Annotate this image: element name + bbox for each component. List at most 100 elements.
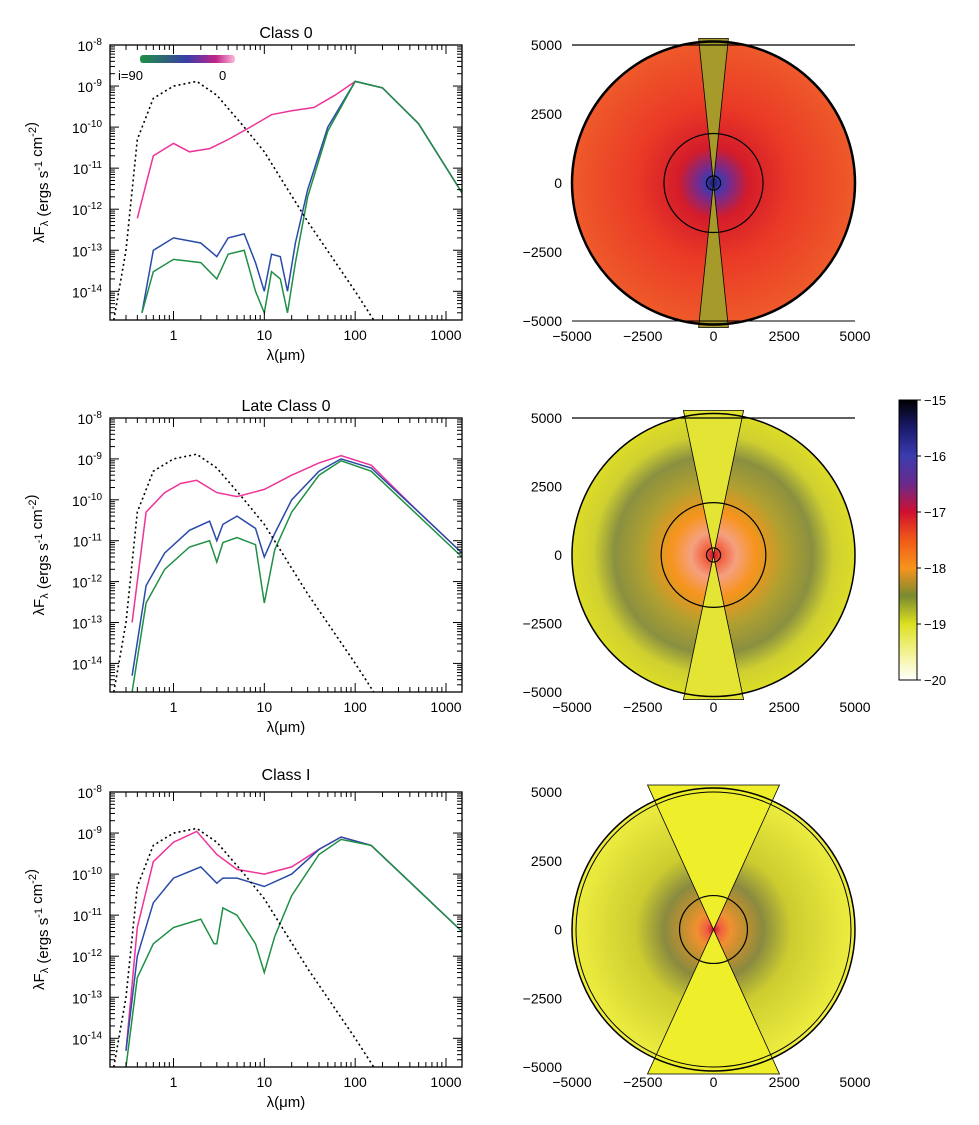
- plot-frame: [109, 44, 463, 321]
- plot-frame: [109, 417, 463, 693]
- x-tick-label: 5000: [839, 328, 870, 344]
- y-tick-label: 10-12: [72, 201, 102, 218]
- x-axis-label: λ(μm): [267, 1094, 306, 1111]
- density-contour: [660, 502, 767, 608]
- sed-panel-late-class-0: 1 10 100 1000 10-8 10-9 10-10 10-11 10-12 10-13 10…: [23, 398, 463, 736]
- inclination-color-legend: i=90 0: [118, 55, 235, 83]
- x-tick-label: 0: [710, 328, 718, 344]
- stellar-photosphere-line: [113, 827, 375, 1067]
- sed-line: [125, 830, 462, 1051]
- x-tick-label: 5000: [839, 1074, 870, 1090]
- colorbar-gradient: [898, 399, 918, 681]
- outflow-cavity-south: [646, 928, 781, 1075]
- x-tick-label: 100: [343, 699, 367, 715]
- stellar-photosphere-line: [113, 80, 375, 320]
- x-tick-label: 100: [343, 327, 367, 343]
- panel-title: Late Class 0: [242, 398, 331, 415]
- x-tick-label: 1: [170, 327, 178, 343]
- y-tick-label: 10-9: [78, 78, 103, 95]
- y-tick-label: −2500: [523, 616, 563, 632]
- x-tick-label: −2500: [623, 699, 663, 715]
- y-tick-label: −5000: [523, 1059, 563, 1075]
- x-tick-label: 0: [710, 699, 718, 715]
- x-axis-label: λ(μm): [267, 719, 306, 736]
- sed-line: [125, 836, 462, 1051]
- sed-line: [141, 80, 462, 316]
- outflow-cavity-north: [698, 38, 729, 184]
- y-tick-label: 10-13: [72, 989, 102, 1006]
- y-tick-label: −5000: [523, 684, 563, 700]
- plot-frame: [109, 791, 463, 1068]
- y-tick-label: 10-8: [78, 410, 103, 427]
- density-colorbar: −15 −16 −17 −18 −19 −20: [898, 393, 946, 688]
- y-tick-label: 10-8: [78, 784, 103, 801]
- y-tick-label: 10-10: [72, 866, 102, 883]
- y-tick-label: 10-13: [72, 242, 102, 259]
- sed-line: [131, 454, 462, 623]
- density-map-class-i: −5000 −2500 0 2500 5000 5000 2500 0 −2500 −5000: [523, 784, 871, 1090]
- x-tick-label: 2500: [769, 328, 800, 344]
- x-tick-label: −5000: [552, 328, 592, 344]
- x-tick-label: 10: [257, 699, 273, 715]
- outflow-cavity-south: [682, 554, 745, 700]
- inclination-label-90: i=90: [118, 68, 143, 83]
- y-tick-label: 10-14: [72, 1030, 102, 1047]
- panel-title: Class 0: [259, 25, 312, 42]
- series-group: [113, 827, 462, 1067]
- x-tick-label: 5000: [839, 699, 870, 715]
- y-tick-label: −5000: [523, 313, 563, 329]
- y-tick-label: 10-14: [72, 283, 102, 300]
- y-tick-label: 0: [554, 922, 562, 938]
- x-tick-label: −5000: [552, 1074, 592, 1090]
- y-tick-label: 10-9: [78, 825, 103, 842]
- y-tick-label: 0: [554, 547, 562, 563]
- y-tick-label: 10-12: [72, 948, 102, 965]
- sed-line: [131, 458, 462, 676]
- x-tick-label: 10: [257, 1074, 273, 1090]
- x-tick-label: 1000: [430, 1074, 461, 1090]
- x-tick-label: 10: [257, 327, 273, 343]
- envelope-boundary: [571, 787, 856, 1072]
- y-tick-label: 2500: [531, 479, 562, 495]
- colorbar-tick-label: −19: [924, 617, 946, 632]
- colorbar-tick-label: −18: [924, 561, 946, 576]
- x-tick-label: −5000: [552, 699, 592, 715]
- envelope-boundary-inner: [575, 791, 852, 1068]
- x-tick-label: 2500: [769, 699, 800, 715]
- sed-line: [141, 80, 462, 313]
- density-contour: [678, 894, 749, 965]
- density-map-late-class-0: −5000 −2500 0 2500 5000 5000 2500 0 −2500 −5000: [523, 410, 871, 715]
- inclination-label-0: 0: [219, 68, 226, 83]
- density-contour: [663, 132, 764, 234]
- envelope-boundary: [571, 412, 856, 698]
- y-tick-label: 10-10: [72, 119, 102, 136]
- outflow-cavity-north: [646, 784, 781, 931]
- sed-panel-class-i: 1 10 100 1000 10-8 10-9 10-10 10-11 10-12 10-13 10…: [23, 767, 463, 1111]
- stellar-photosphere-line: [113, 453, 375, 692]
- y-tick-label: −2500: [523, 244, 563, 260]
- sed-line: [125, 838, 462, 1067]
- x-axis-label: λ(μm): [267, 347, 306, 364]
- x-tick-label: 0: [710, 1074, 718, 1090]
- x-tick-label: −2500: [623, 1074, 663, 1090]
- y-tick-label: 2500: [531, 106, 562, 122]
- series-group: [113, 453, 462, 692]
- y-axis-label: λFλ (ergs s-1 cm-2): [23, 122, 52, 243]
- y-tick-label: 0: [554, 175, 562, 191]
- x-tick-label: 100: [343, 1074, 367, 1090]
- outflow-cavity-south: [698, 182, 729, 328]
- y-tick-label: 10-9: [78, 451, 103, 468]
- x-tick-label: 1: [170, 699, 178, 715]
- series-group: [113, 80, 462, 320]
- y-tick-label: 10-12: [72, 574, 102, 591]
- y-tick-label: 2500: [531, 853, 562, 869]
- y-axis-label: λFλ (ergs s-1 cm-2): [23, 495, 52, 616]
- y-tick-label: −2500: [523, 990, 563, 1006]
- envelope-boundary: [570, 40, 857, 326]
- density-contour: [705, 547, 722, 563]
- y-tick-label: 10-13: [72, 615, 102, 632]
- density-map-class-0: −5000 −2500 0 2500 5000 5000 2500 0 −2500 −5000: [523, 37, 871, 344]
- x-tick-label: 1000: [430, 327, 461, 343]
- sed-line: [131, 459, 462, 692]
- y-tick-label: 10-11: [73, 907, 103, 924]
